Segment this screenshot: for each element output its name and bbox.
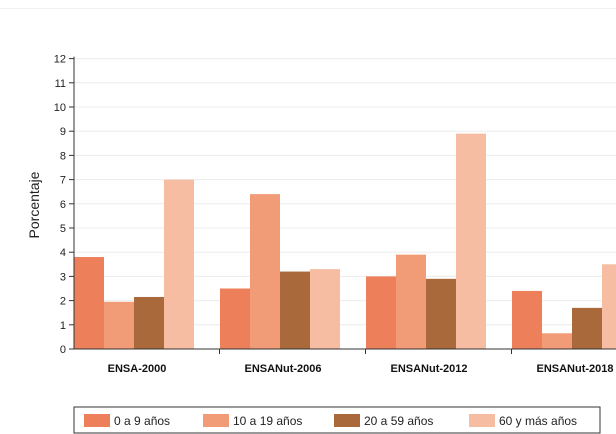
grid-lines xyxy=(74,58,616,326)
bar xyxy=(512,290,542,349)
y-tick-label: 11 xyxy=(55,78,66,90)
bars-group xyxy=(74,133,616,349)
bar xyxy=(250,194,280,349)
x-category-label: ENSANut-2012 xyxy=(390,363,467,375)
x-category-label: ENSANut-2018 xyxy=(536,363,613,375)
y-tick-label: 8 xyxy=(60,150,66,162)
legend: 0 a 9 años 10 a 19 años 20 a 59 años 60 y m… xyxy=(73,406,601,434)
y-tick-label: 10 xyxy=(54,102,66,114)
x-category-label: ENSA-2000 xyxy=(108,363,167,375)
y-tick-label: 2 xyxy=(60,296,66,308)
bar xyxy=(164,179,194,349)
bar xyxy=(366,276,396,349)
y-tick-label: 3 xyxy=(60,271,66,283)
y-tick-label: 6 xyxy=(60,199,66,211)
legend-label: 20 a 59 años xyxy=(364,414,433,428)
bar xyxy=(74,257,104,349)
bar xyxy=(104,301,134,349)
bar xyxy=(426,278,456,349)
legend-label: 0 a 9 años xyxy=(114,414,170,428)
top-divider xyxy=(0,8,616,9)
y-tick-label: 1 xyxy=(60,320,66,332)
y-tick-label: 9 xyxy=(60,126,66,138)
bar xyxy=(572,307,602,349)
bar xyxy=(602,264,616,349)
bar xyxy=(280,271,310,349)
y-tick-label: 7 xyxy=(60,175,66,187)
legend-swatch xyxy=(203,414,229,427)
x-labels-group: ENSA-2000 ENSANut-2006 ENSANut-2012 ENSANut… xyxy=(108,363,614,375)
x-category-label: ENSANut-2006 xyxy=(244,363,321,375)
legend-label: 10 a 19 años xyxy=(233,414,302,428)
y-tick-label: 5 xyxy=(60,223,66,235)
bar xyxy=(220,288,250,349)
bar xyxy=(134,296,164,349)
y-tick-label: 0 xyxy=(60,344,66,356)
legend-swatch xyxy=(469,414,495,427)
bar xyxy=(456,133,486,349)
legend-swatch xyxy=(334,414,360,427)
bar xyxy=(310,269,340,349)
legend-box xyxy=(73,406,601,434)
y-tick-label: 4 xyxy=(60,247,66,259)
bar xyxy=(396,254,426,349)
bar xyxy=(542,333,572,349)
y-tick-label: 12 xyxy=(54,54,66,66)
y-axis-title: Porcentaje xyxy=(26,171,42,238)
legend-label: 60 y más años xyxy=(499,414,577,428)
legend-swatch xyxy=(84,414,110,427)
